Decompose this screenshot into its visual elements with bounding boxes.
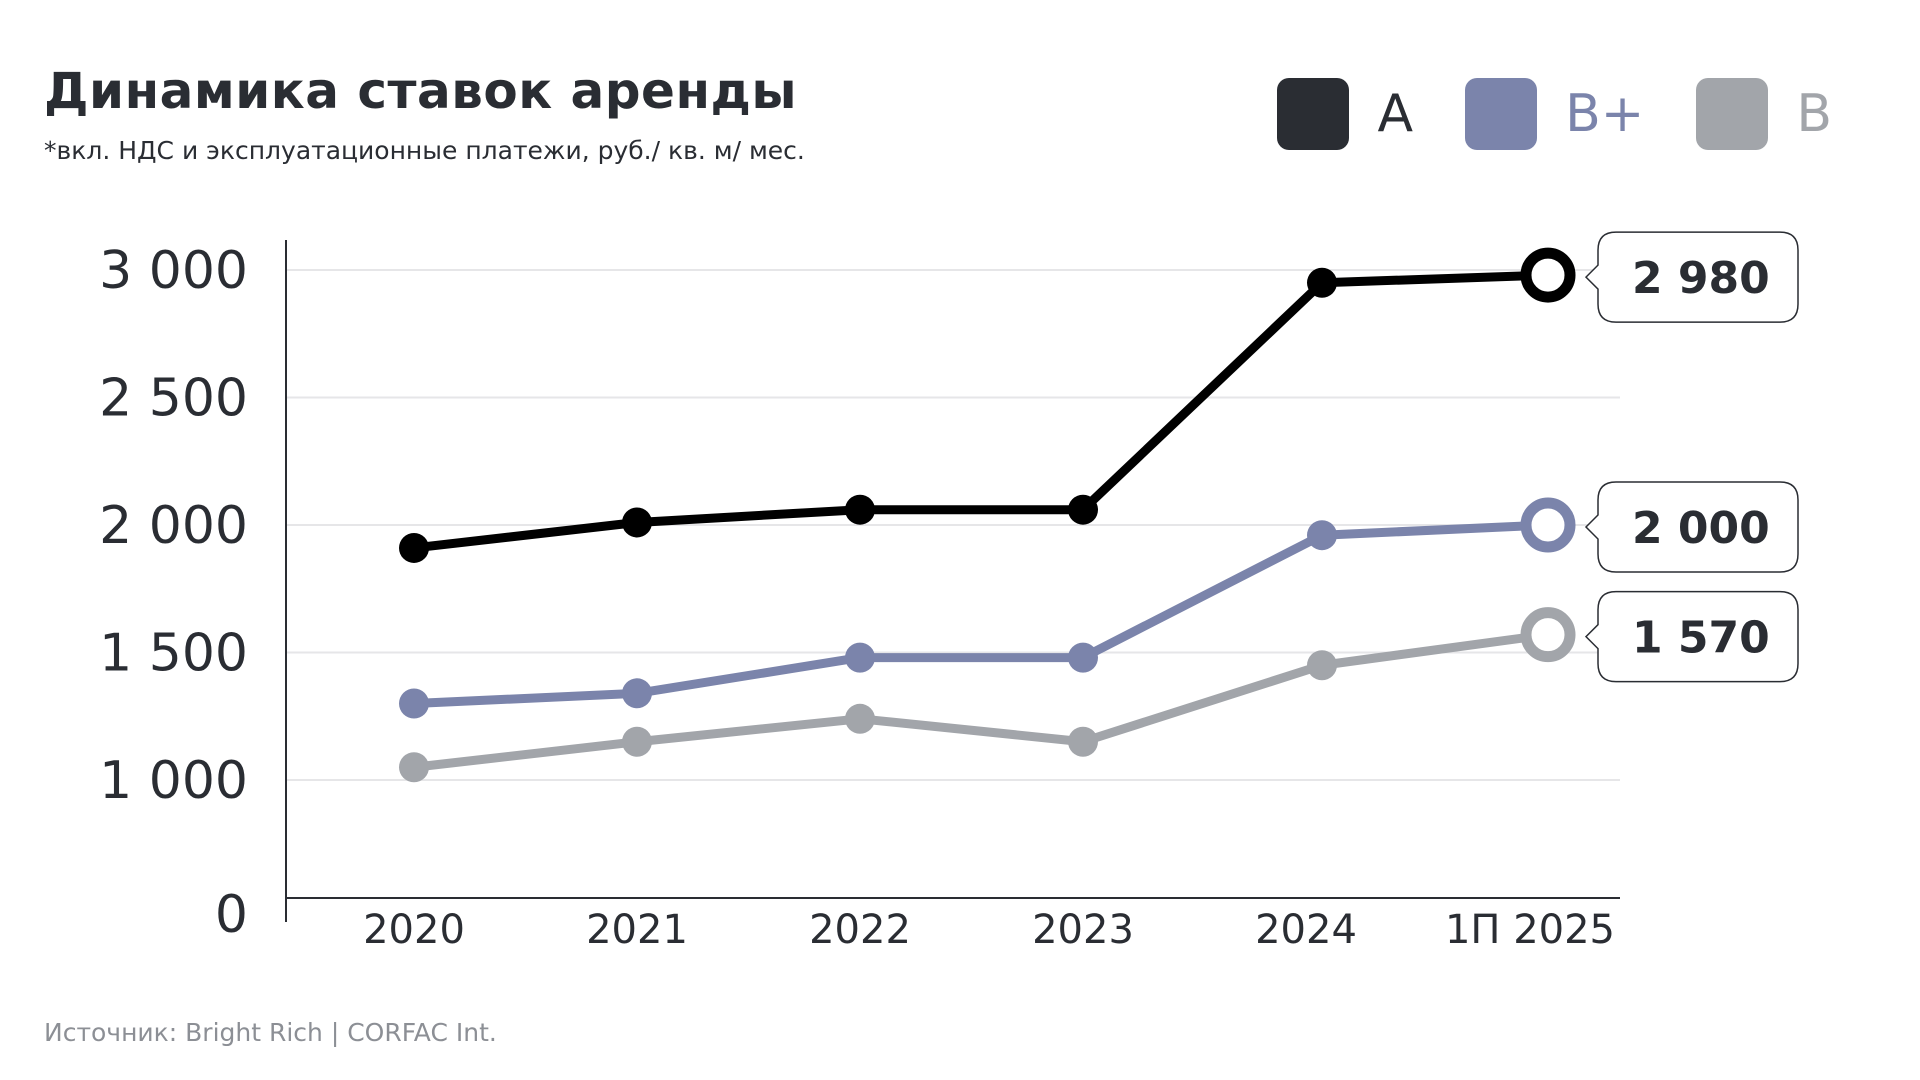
legend-item-b-plus: В+: [1465, 78, 1644, 150]
legend-swatch-a: [1277, 78, 1350, 150]
y-tick-label: 0: [215, 885, 248, 945]
y-tick-label: 1 000: [99, 751, 248, 811]
callout-box: [1584, 231, 1799, 323]
x-tick-label: 2024: [1255, 907, 1357, 953]
data-point: [399, 688, 429, 719]
legend-label-b-plus: В+: [1565, 84, 1645, 144]
data-point: [622, 678, 652, 709]
data-point: [1307, 267, 1337, 298]
data-point: [1068, 642, 1098, 673]
x-tick-label: 1П 2025: [1445, 907, 1615, 953]
data-point: [622, 507, 652, 538]
data-point: [399, 752, 429, 783]
x-tick-label: 2021: [586, 907, 688, 953]
chart-subtitle: *вкл. НДС и эксплуатационные платежи, ру…: [44, 136, 805, 165]
data-point: [622, 726, 652, 757]
legend-label-b: В: [1796, 84, 1832, 144]
data-point: [845, 494, 875, 525]
chart-title: Динамика ставок аренды: [44, 62, 798, 120]
legend-label-a: А: [1377, 84, 1414, 144]
legend-swatch-b-plus: [1465, 78, 1538, 150]
y-tick-label: 2 000: [99, 496, 248, 556]
callout-box: [1584, 590, 1799, 683]
callout-value: 2 000: [1632, 503, 1770, 554]
data-point: [845, 703, 875, 734]
x-tick-label: 2023: [1032, 907, 1134, 953]
data-point: [1068, 726, 1098, 757]
series-line: [409, 520, 1553, 708]
data-point-last: [1520, 247, 1576, 303]
callout-value: 2 980: [1632, 253, 1770, 304]
value-callout: 2 000: [1584, 481, 1799, 573]
source-note: Источник: Bright Rich | CORFAC Int.: [44, 1018, 497, 1047]
value-callout: 1 570: [1584, 590, 1799, 683]
data-point-last: [1520, 607, 1576, 663]
callout-box: [1584, 481, 1799, 573]
data-point-last: [1520, 497, 1576, 553]
legend-item-a: А: [1277, 78, 1413, 150]
data-point: [1307, 520, 1337, 551]
data-point: [1307, 650, 1337, 681]
legend-item-b: В: [1696, 78, 1832, 150]
y-tick-label: 1 500: [99, 624, 248, 684]
series-line: [409, 630, 1553, 772]
value-callout: 2 980: [1584, 231, 1799, 323]
data-point: [399, 532, 429, 563]
series-line: [409, 270, 1553, 553]
y-tick-label: 3 000: [99, 241, 248, 301]
data-point: [1068, 494, 1098, 525]
y-tick-label: 2 500: [99, 369, 248, 429]
x-tick-label: 2022: [809, 907, 911, 953]
x-tick-label: 2020: [363, 907, 465, 953]
legend: А В+ В: [1277, 78, 1832, 150]
legend-swatch-b: [1696, 78, 1769, 150]
callout-value: 1 570: [1632, 613, 1770, 664]
data-point: [845, 642, 875, 673]
